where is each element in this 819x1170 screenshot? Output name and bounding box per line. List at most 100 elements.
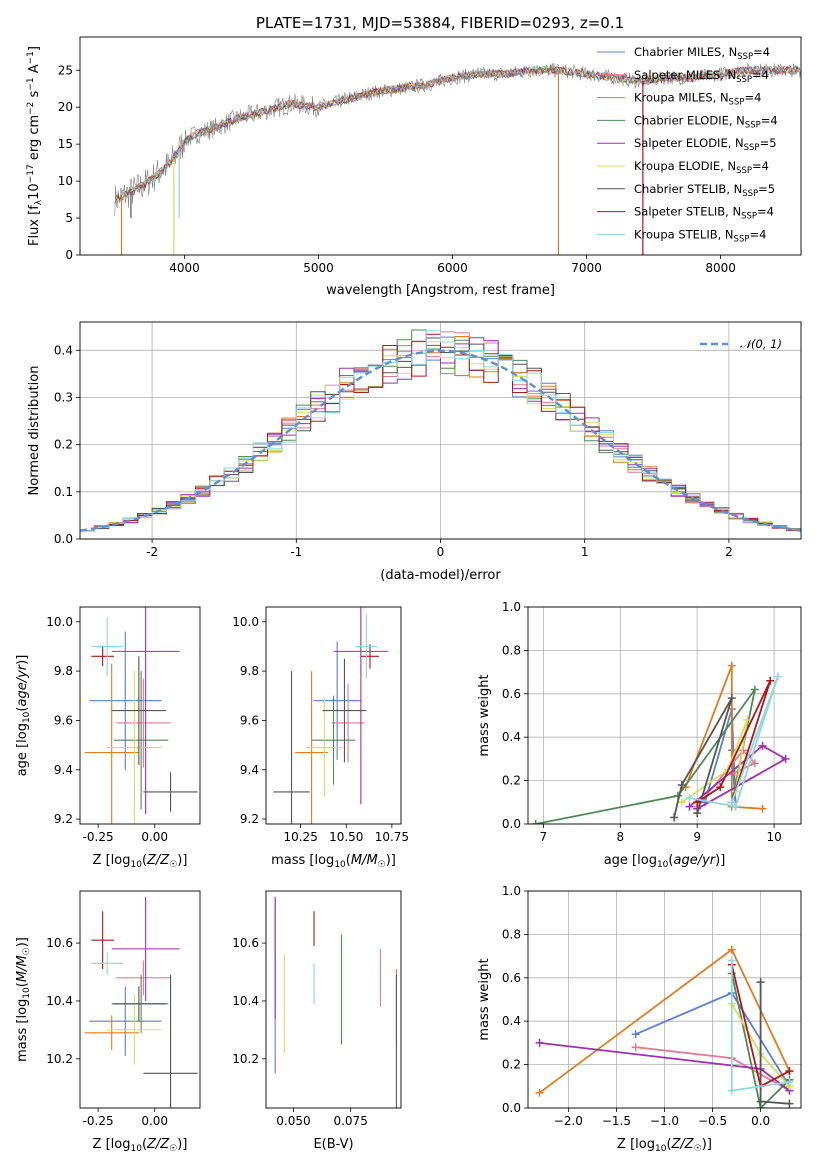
axes-frame: [527, 890, 802, 1109]
mass-weight-marker: [781, 754, 790, 763]
mass-weight-marker: [756, 978, 765, 987]
x-tick-label: 10.25: [283, 830, 317, 844]
mass-weight-marker: [743, 715, 752, 724]
mass-vs-ebv-panel: 0.050 0.075 10.2 10.4 10.6 E(B-V): [232, 890, 402, 1152]
legend-label-tail: =4: [761, 113, 778, 127]
y-tick-label: 9.4: [240, 763, 259, 777]
mass-weight-marker: [785, 1067, 794, 1076]
legend-label-tail: =4: [749, 227, 766, 241]
legend-label-tail: =5: [758, 182, 775, 196]
x-axis-label: Z [log10(Z/Z☉)]: [93, 1137, 188, 1154]
legend-label-main: Salpeter MILES, N: [634, 68, 736, 82]
y-tick-label: 0.0: [54, 532, 73, 546]
y-tick-label: 10.0: [46, 615, 73, 629]
legend-label-tail: =5: [760, 136, 777, 150]
mass-weight-marker: [631, 1043, 640, 1052]
mass-weight-marker: [750, 759, 759, 768]
y-tick-label: 5: [65, 211, 73, 225]
mass-weight-line: [730, 973, 791, 1108]
x-tick-label: 0.075: [333, 1114, 367, 1128]
plot-area: [535, 945, 794, 1108]
mass-weight-marker: [535, 1088, 544, 1097]
mass-weight-line: [696, 680, 772, 804]
mass-vs-metallicity-panel: -0.25 0.00 10.2 10.4 10.6 Z [log10(Z/Z☉)] mass…: [15, 890, 201, 1154]
legend-label-main: Salpeter STELIB, N: [634, 205, 741, 219]
residual-histogram: [80, 330, 801, 539]
axes-frame: [79, 36, 802, 256]
x-tick-label: 0: [437, 545, 445, 559]
legend-label: Chabrier MILES, NSSP=4: [634, 45, 770, 62]
mass-weight-marker: [716, 783, 725, 792]
y-tick-label: 10.6: [232, 936, 259, 950]
x-tick-label: 10: [766, 830, 781, 844]
mass-weight-marker: [727, 1086, 736, 1095]
x-tick-label: 0.050: [276, 1114, 310, 1128]
mass-weight-marker: [727, 798, 736, 807]
x-tick-label: -0.25: [83, 1114, 114, 1128]
mass-weight-marker: [677, 798, 686, 807]
legend-label-tail: =4: [757, 205, 774, 219]
mass-weight-marker: [727, 945, 736, 954]
spectrum-panel: 4000 5000 6000 7000 8000 0 5 10 15 20 25 Chabrier M…: [26, 36, 802, 298]
y-axis-label: mass [log10(M/M☉)]: [15, 937, 32, 1062]
x-tick-label: 7: [540, 830, 548, 844]
plot-area: [274, 896, 397, 1108]
x-tick-label: 0.0: [751, 1114, 770, 1128]
legend-label-sub: SSP: [736, 75, 752, 85]
y-tick-label: 10.6: [46, 936, 73, 950]
x-axis-label: age [log10(age/yr)]: [604, 853, 726, 870]
y-tick-label: 10.2: [46, 1052, 73, 1066]
y-tick-label: 0.2: [54, 438, 73, 452]
figure-title: PLATE=1731, MJD=53884, FIBERID=0293, z=0…: [256, 14, 624, 32]
weight-vs-age-panel: 7 8 9 10 0.0 0.2 0.4 0.6 0.8 1.0 age [log10(age/yr…: [477, 600, 802, 870]
y-axis-label: mass weight: [477, 958, 492, 1040]
legend-label-sub: SSP: [737, 52, 753, 62]
y-tick-label: 0.2: [502, 774, 521, 788]
legend-label-main: Chabrier ELODIE, N: [634, 113, 745, 127]
legend-label-main: Kroupa ELODIE, N: [634, 159, 736, 173]
plot-area: [114, 62, 801, 255]
y-tick-label: 1.0: [502, 884, 521, 898]
x-axis-label: E(B-V): [313, 1137, 353, 1152]
x-axis-label: (data-model)/error: [380, 568, 501, 583]
mass-weight-marker: [531, 820, 540, 824]
x-tick-label: −1.5: [602, 1114, 631, 1128]
legend-label-main: Chabrier STELIB, N: [634, 182, 742, 196]
y-tick-label: 0.8: [502, 927, 521, 941]
mass-weight-marker: [758, 804, 767, 813]
y-tick-label: 0.0: [502, 817, 521, 831]
mass-weight-marker: [756, 1097, 765, 1106]
y-tick-label: 0.6: [502, 687, 521, 701]
y-axis-label: Normed distribution: [27, 366, 42, 496]
x-axis-label: Z [log10(Z/Z☉)]: [93, 853, 188, 870]
y-tick-label: 9.4: [54, 763, 73, 777]
x-tick-label: 0.00: [141, 830, 168, 844]
x-tick-label: 0.00: [141, 1114, 168, 1128]
x-axis-label: wavelength [Angstrom, rest frame]: [326, 283, 555, 298]
mass-weight-marker: [785, 1077, 794, 1086]
mass-weight-marker: [766, 676, 775, 685]
axes-frame: [79, 890, 201, 1109]
y-tick-label: 9.6: [240, 713, 259, 727]
y-tick-label: 0.8: [502, 643, 521, 657]
y-tick-label: 0.0: [502, 1101, 521, 1115]
y-tick-label: 10.4: [232, 994, 259, 1008]
x-tick-label: 9: [693, 830, 701, 844]
mass-weight-marker: [685, 802, 694, 811]
y-tick-label: 0.3: [54, 390, 73, 404]
y-tick-label: 0.2: [502, 1058, 521, 1072]
legend-label-tail: =4: [752, 68, 769, 82]
x-tick-label: −0.5: [698, 1114, 727, 1128]
y-tick-label: 20: [58, 100, 73, 114]
legend-label: Chabrier STELIB, NSSP=5: [634, 182, 775, 199]
y-tick-label: 10.0: [232, 615, 259, 629]
mass-weight-marker: [773, 672, 782, 681]
legend-label-sub: SSP: [742, 189, 758, 199]
x-tick-label: 2: [725, 545, 733, 559]
y-tick-label: 0.1: [54, 485, 73, 499]
legend-label-main: Chabrier MILES, N: [634, 45, 737, 59]
legend-label: Chabrier ELODIE, NSSP=4: [634, 113, 778, 130]
y-tick-label: 0.4: [502, 730, 521, 744]
mass-weight-marker: [693, 809, 702, 818]
